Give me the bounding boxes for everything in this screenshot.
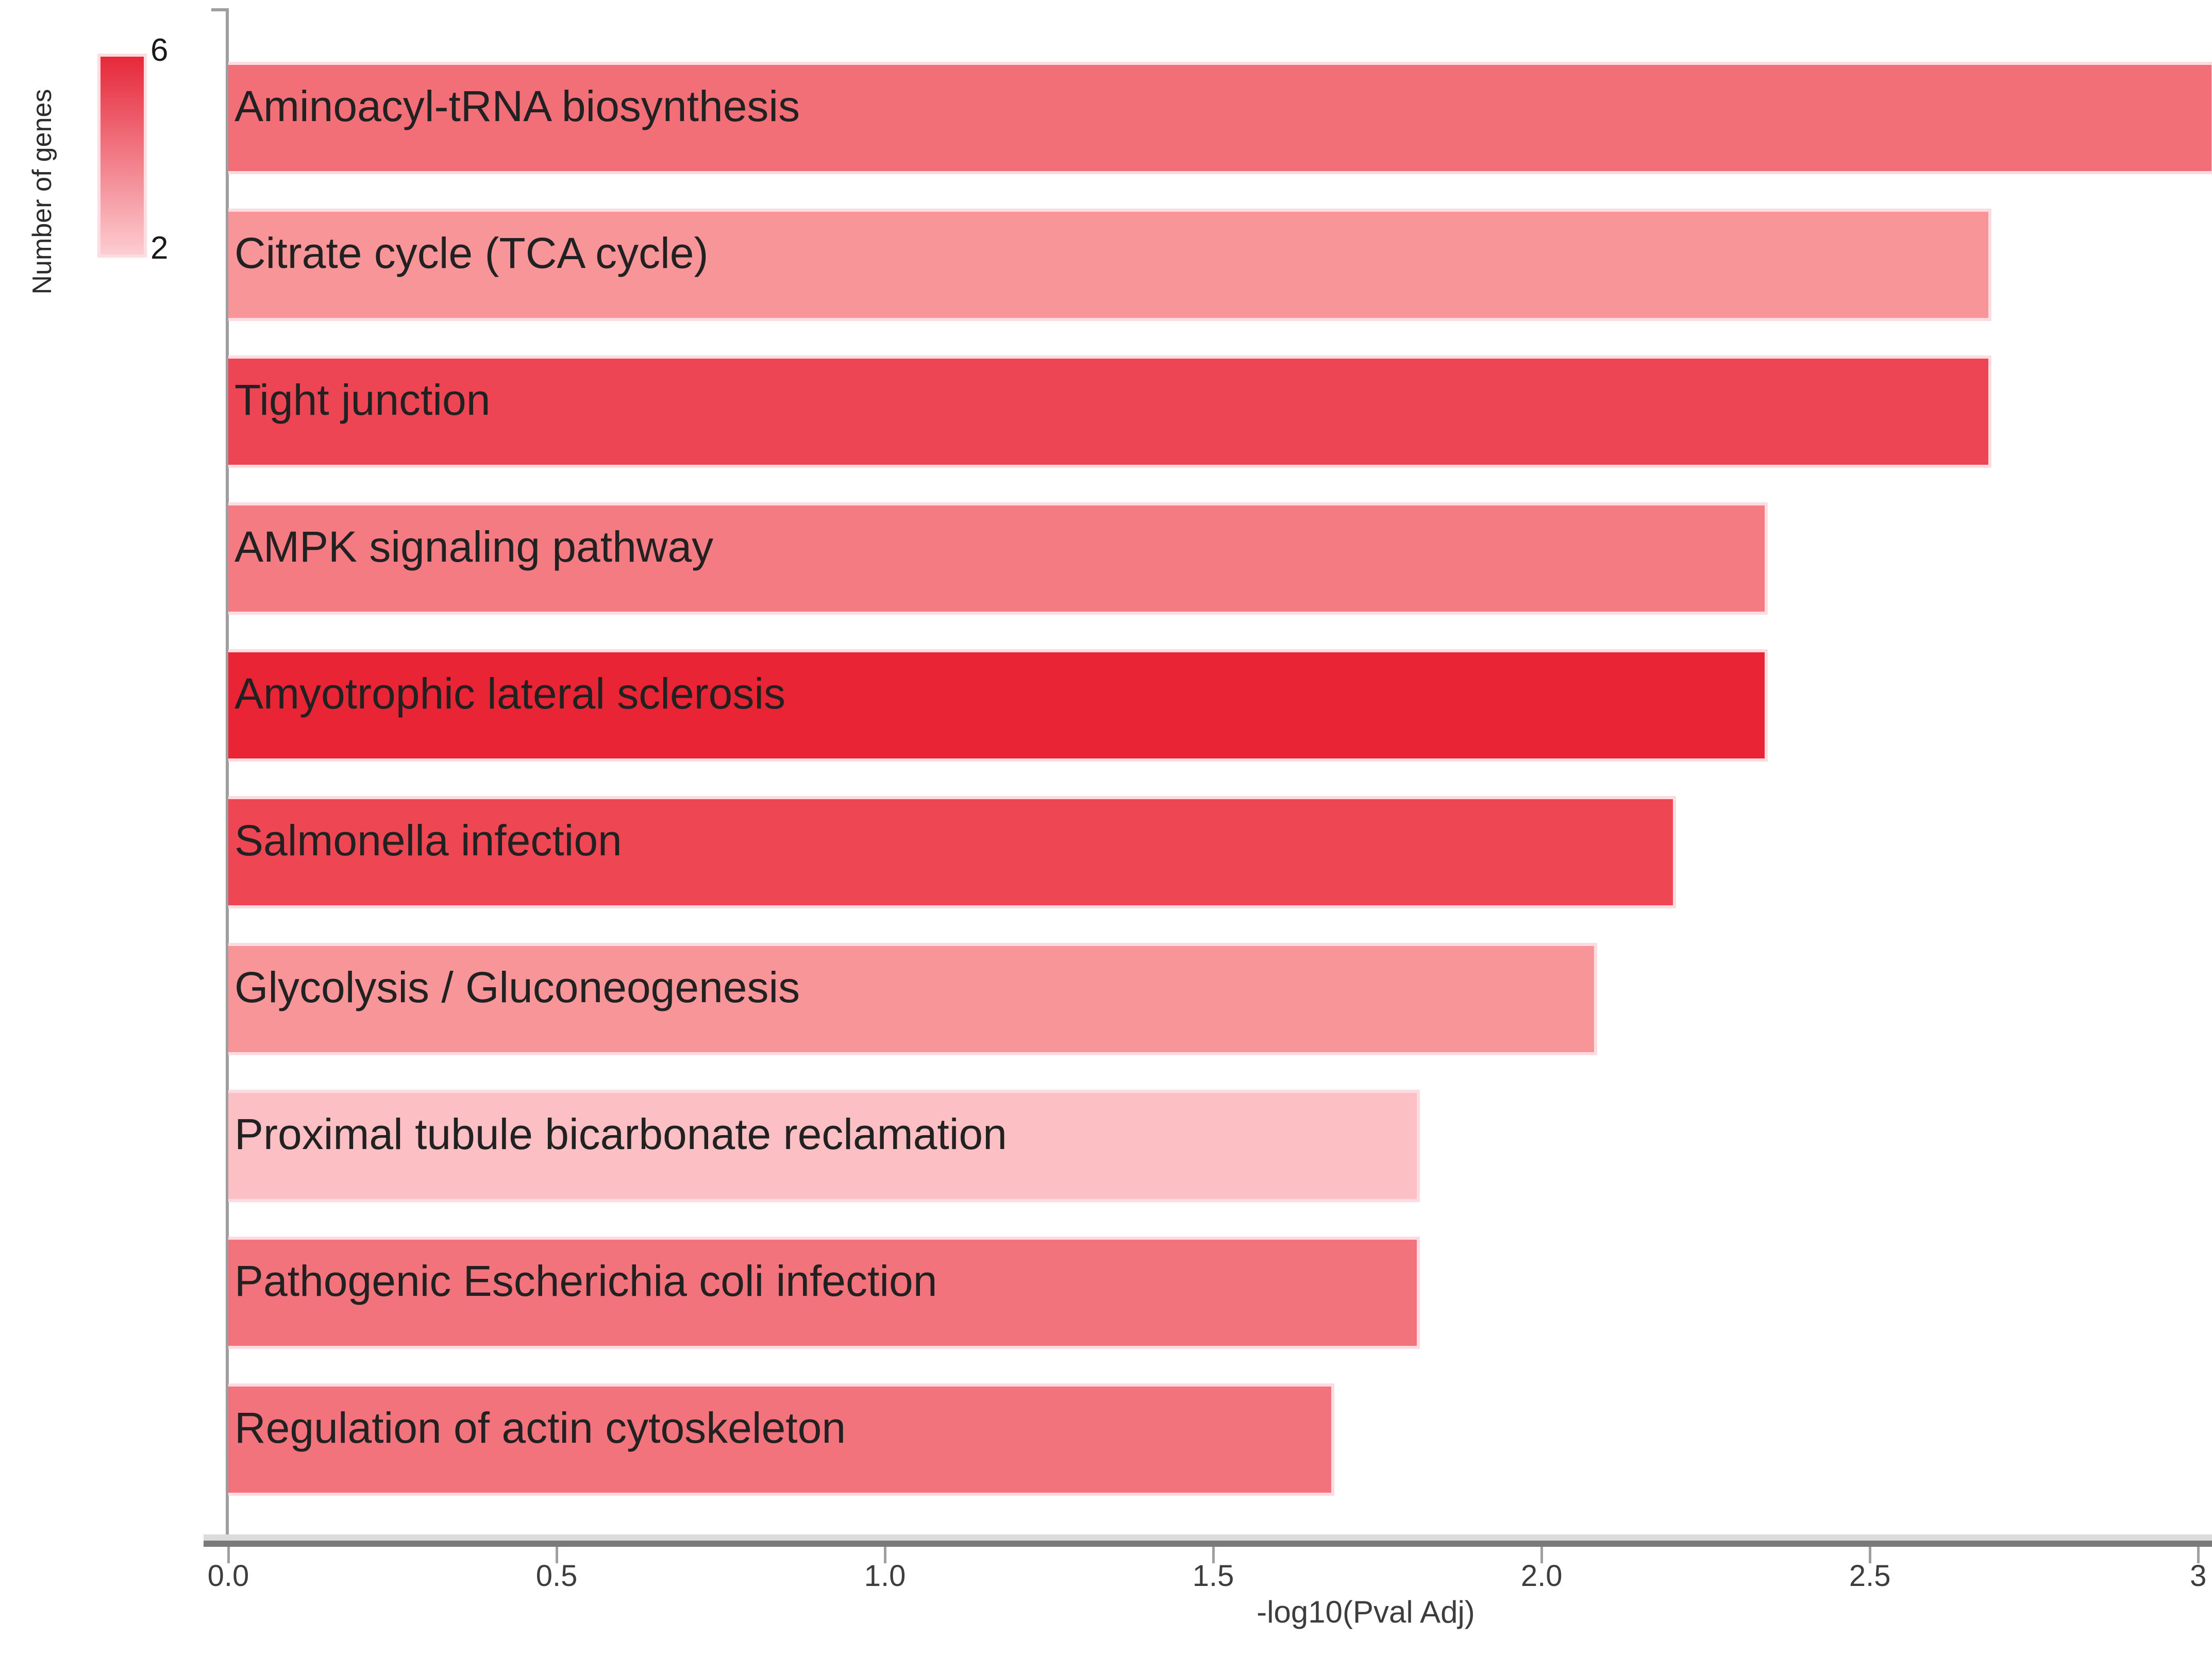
bar-label: AMPK signaling pathway [234,522,714,571]
bar-pathogenic-escherichia-coli-infection: Pathogenic Escherichia coli infection [228,1237,1420,1349]
bar-regulation-of-actin-cytoskeleton: Regulation of actin cytoskeleton [228,1383,1335,1496]
bar-aminoacyl-trna-biosynthesis: Aminoacyl-tRNA biosynthesis [228,62,2212,174]
x-tick-1 [884,1547,887,1563]
bar-salmonella-infection: Salmonella infection [228,796,1676,908]
x-tick-0 [227,1547,230,1563]
bar-label: Glycolysis / Gluconeogenesis [234,963,800,1011]
bar-amyotrophic-lateral-sclerosis: Amyotrophic lateral sclerosis [228,649,1768,762]
x-tick-0-5 [556,1547,559,1563]
legend-min-label: 2 [150,230,169,266]
y-axis-line [226,8,229,1542]
x-tick-label: 3 [2190,1559,2207,1593]
x-tick-label: 1.0 [864,1559,906,1593]
x-tick-3 [2197,1547,2200,1563]
x-tick-2 [1540,1547,1544,1563]
x-tick-label: 0.0 [207,1559,249,1593]
x-tick-label: 0.5 [535,1559,578,1593]
bar-ampk-signaling-pathway: AMPK signaling pathway [228,502,1768,615]
x-tick-label: 1.5 [1192,1559,1234,1593]
bar-label: Amyotrophic lateral sclerosis [234,669,786,718]
bar-label: Tight junction [234,376,491,424]
x-tick-1-5 [1212,1547,1215,1563]
x-axis-line [204,1541,2212,1547]
bar-label: Salmonella infection [234,816,622,865]
bar-label: Pathogenic Escherichia coli infection [234,1257,937,1305]
legend-max-label: 6 [150,32,169,68]
plot-area: Aminoacyl-tRNA biosynthesis Citrate cycl… [204,0,2212,1655]
y-axis-top-tick [211,8,227,11]
bar-proximal-tubule-bicarbonate-reclamation: Proximal tubule bicarbonate reclamation [228,1090,1420,1202]
x-axis-band [204,1534,2212,1541]
bar-label: Citrate cycle (TCA cycle) [234,229,709,277]
x-tick-label: 2.0 [1520,1559,1563,1593]
x-tick-2-5 [1869,1547,1872,1563]
legend-gradient-bar [97,54,147,258]
bar-label: Aminoacyl-tRNA biosynthesis [234,82,800,130]
x-axis-title: -log10(Pval Adj) [1256,1595,1475,1629]
x-tick-label: 2.5 [1849,1559,1891,1593]
legend-title: Number of genes [27,89,57,295]
bar-tight-junction: Tight junction [228,356,1991,468]
bar-label: Proximal tubule bicarbonate reclamation [234,1110,1007,1158]
bar-label: Regulation of actin cytoskeleton [234,1404,846,1452]
bar-glycolysis-gluconeogenesis: Glycolysis / Gluconeogenesis [228,943,1598,1055]
bar-citrate-cycle: Citrate cycle (TCA cycle) [228,209,1991,321]
